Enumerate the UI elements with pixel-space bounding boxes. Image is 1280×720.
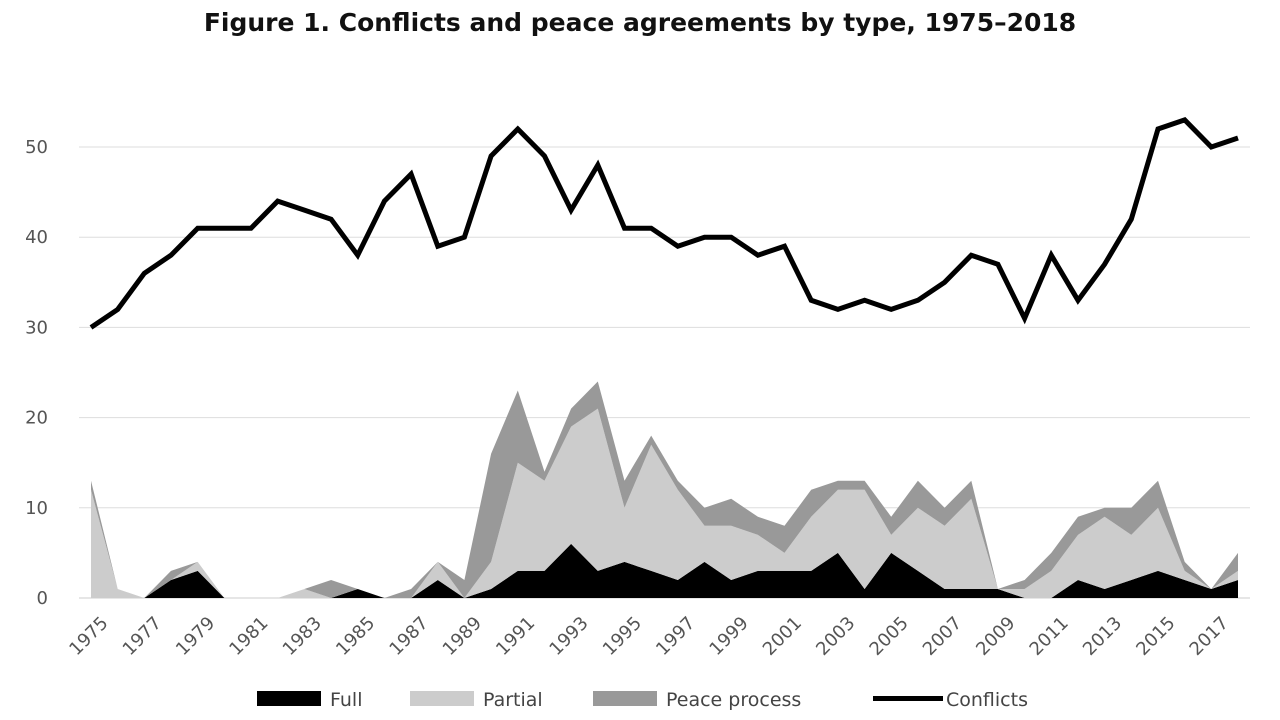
x-tick-label: 2013 — [1079, 613, 1126, 660]
legend-swatch-peace-process — [593, 691, 657, 706]
y-tick-label: 30 — [25, 317, 48, 338]
x-tick-label: 1999 — [705, 613, 752, 660]
conflicts-line-layer — [89, 117, 1239, 330]
x-tick-label: 1985 — [332, 613, 379, 660]
x-tick-label: 2015 — [1132, 613, 1179, 660]
x-tick-label: 2005 — [866, 613, 913, 660]
area-partial — [91, 408, 1238, 598]
area-full — [91, 543, 1238, 598]
legend: Full Partial Peace process Conflicts — [257, 689, 1028, 711]
legend-label-partial: Partial — [483, 689, 543, 711]
x-tick-label: 1991 — [492, 613, 539, 660]
y-tick-label: 50 — [25, 137, 48, 158]
legend-label-peace-process: Peace process — [666, 689, 801, 711]
x-tick-label: 1983 — [279, 613, 326, 660]
x-tick-label: 1977 — [119, 613, 166, 660]
x-tick-label: 1979 — [172, 613, 219, 660]
y-tick-label: 0 — [37, 588, 48, 609]
x-tick-label: 1989 — [439, 613, 486, 660]
y-tick-label: 40 — [25, 227, 48, 248]
x-tick-label: 2003 — [812, 613, 859, 660]
chart-title: Figure 1. Conflicts and peace agreements… — [203, 8, 1077, 37]
x-tick-label: 1975 — [65, 613, 112, 660]
y-axis-tick-labels: 0 10 20 30 40 50 — [25, 137, 48, 609]
legend-swatch-full — [257, 691, 321, 706]
x-tick-label: 1993 — [545, 613, 592, 660]
x-tick-label: 1997 — [652, 613, 699, 660]
y-tick-label: 10 — [25, 498, 48, 519]
line-conflicts — [89, 117, 1239, 330]
x-tick-label: 1987 — [385, 613, 432, 660]
stacked-areas — [91, 381, 1238, 598]
legend-label-full: Full — [330, 689, 363, 711]
x-tick-label: 2009 — [972, 613, 1019, 660]
y-tick-label: 20 — [25, 408, 48, 429]
x-tick-label: 2007 — [919, 613, 966, 660]
legend-label-conflicts: Conflicts — [946, 689, 1028, 711]
legend-swatch-partial — [410, 691, 474, 706]
x-axis-tick-labels: 1975 1977 1979 1981 1983 1985 1987 1989 1991 1993… — [65, 613, 1233, 660]
x-tick-label: 2001 — [759, 613, 806, 660]
x-tick-label: 2011 — [1026, 613, 1073, 660]
x-tick-label: 2017 — [1186, 613, 1233, 660]
x-tick-label: 1995 — [599, 613, 646, 660]
x-tick-label: 1981 — [225, 613, 272, 660]
